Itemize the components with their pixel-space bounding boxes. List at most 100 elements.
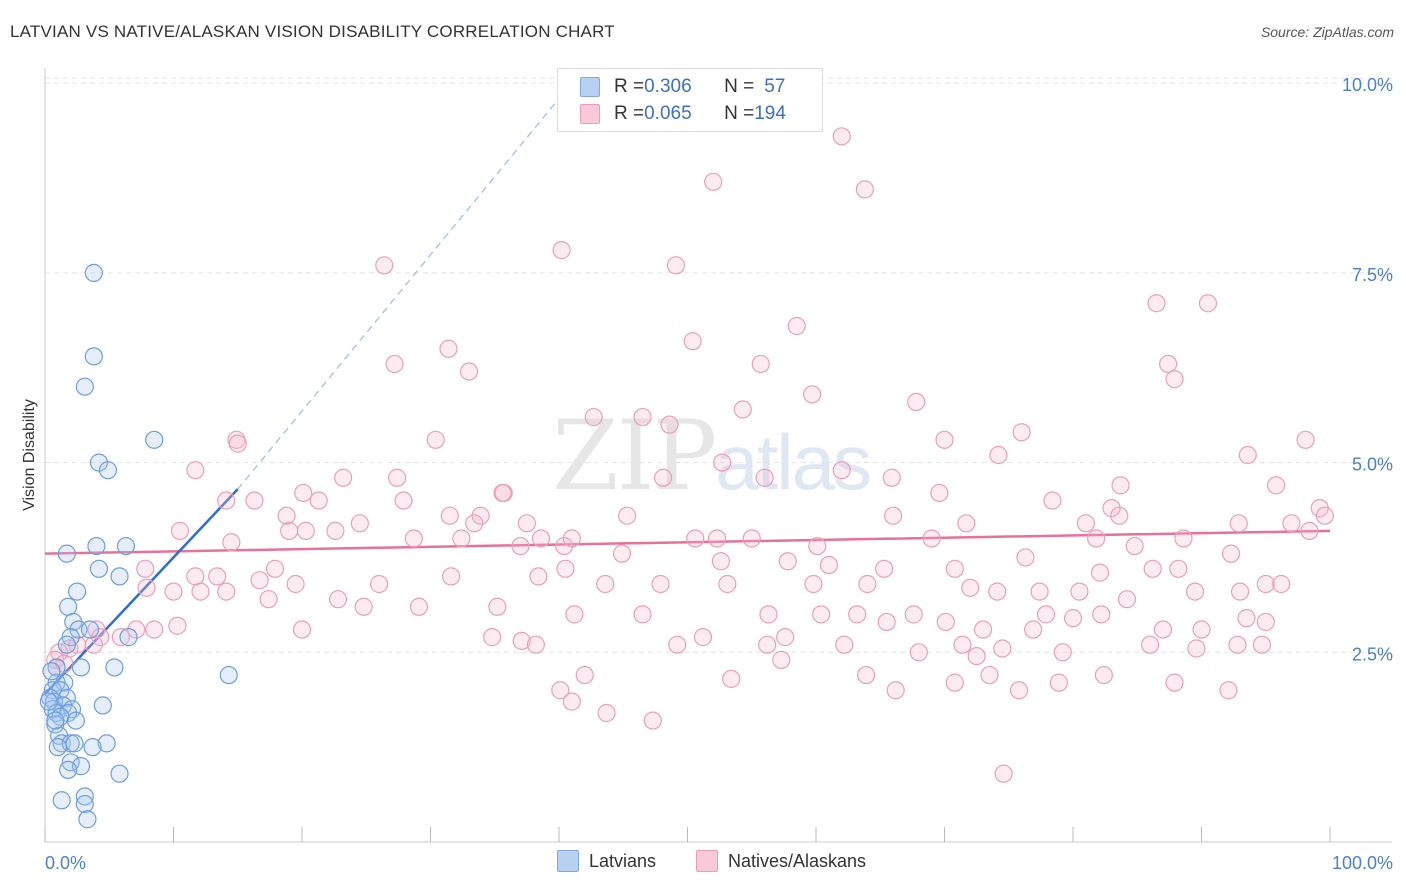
natives-point	[136, 559, 155, 578]
latvians-point	[65, 734, 84, 753]
natives-point	[280, 521, 299, 540]
natives-point	[387, 468, 407, 487]
legend-n-value: 57	[764, 76, 786, 97]
natives-point	[111, 628, 130, 647]
source-label: Source: ZipAtlas.com	[1260, 24, 1394, 40]
latvians-point	[84, 263, 103, 282]
natives-point	[1125, 536, 1144, 556]
natives-point	[1221, 544, 1241, 563]
natives-point	[309, 491, 328, 510]
natives-point	[170, 521, 190, 540]
latvians-point	[68, 582, 87, 601]
bottom-legend-latvians[interactable]: Latvians	[557, 850, 656, 872]
latvians-point	[51, 681, 70, 700]
natives-point	[84, 635, 103, 654]
y-tick-label: 5.0%	[1352, 455, 1393, 475]
natives-point	[596, 574, 615, 594]
latvians-point	[98, 461, 118, 480]
latvians-point	[59, 597, 78, 616]
natives-point	[1087, 529, 1106, 548]
natives-point	[904, 605, 923, 624]
natives-point	[1140, 635, 1160, 654]
natives-point	[350, 514, 369, 533]
natives-point	[452, 529, 471, 548]
legend-r-value: 0.306	[644, 76, 692, 97]
bottom-legend-natives[interactable]: Natives/Alaskans	[696, 850, 866, 872]
natives-point	[292, 620, 312, 639]
natives-point	[922, 529, 941, 548]
latvians-point	[78, 810, 97, 829]
latvians-point	[145, 430, 164, 449]
natives-point	[875, 559, 894, 578]
natives-point	[967, 646, 986, 666]
natives-point	[803, 385, 822, 404]
natives-point	[1296, 430, 1315, 449]
bottom-swatch-latvians	[557, 850, 579, 872]
natives-point	[1147, 294, 1166, 313]
natives-point	[668, 635, 687, 654]
natives-point	[1315, 506, 1334, 525]
natives-point	[742, 529, 761, 548]
latvians-point	[80, 620, 100, 639]
natives-point	[277, 506, 296, 525]
latvians-point	[75, 794, 94, 814]
natives-point	[426, 430, 445, 449]
natives-point	[957, 514, 976, 533]
natives-point	[1117, 590, 1137, 609]
natives-point	[296, 521, 315, 540]
natives-point	[907, 392, 926, 411]
natives-point	[1102, 499, 1121, 518]
natives-point	[612, 544, 632, 563]
correlation-legend: R = 0.306 N = 57 R = 0.065 N = 194	[557, 68, 823, 132]
natives-point	[772, 650, 791, 669]
natives-point	[808, 536, 827, 556]
natives-point	[804, 574, 823, 594]
latvians-point	[93, 696, 112, 715]
natives-point	[1063, 609, 1083, 628]
natives-point	[953, 635, 972, 654]
natives-point	[168, 616, 187, 635]
natives-point	[441, 567, 461, 586]
natives-point	[1238, 445, 1257, 465]
natives-point	[440, 506, 459, 525]
natives-point	[1256, 574, 1275, 594]
natives-point	[945, 673, 964, 692]
natives-point	[945, 559, 964, 578]
natives-point	[1111, 476, 1130, 495]
latvians-point	[119, 628, 138, 647]
latvians-points	[39, 263, 238, 829]
natives-point	[711, 552, 731, 571]
natives-point	[930, 483, 949, 503]
latvians-point	[219, 665, 238, 685]
natives-point	[145, 620, 164, 639]
tick-labels: 2.5% 5.0% 7.5% 10.0% 0.0% 100.0%	[45, 75, 1393, 873]
natives-point	[618, 506, 637, 525]
legend-row-latvians: R = 0.306 N = 57	[580, 75, 785, 99]
natives-point	[375, 256, 394, 275]
y-tick-label: 10.0%	[1342, 75, 1393, 95]
natives-point	[633, 605, 652, 624]
natives-point	[1228, 635, 1247, 654]
y-tick-label: 7.5%	[1352, 265, 1393, 285]
natives-point	[228, 434, 247, 453]
natives-point	[439, 339, 458, 358]
natives-point	[643, 711, 662, 730]
bottom-legend-label: Natives/Alaskans	[728, 850, 867, 871]
natives-point	[137, 578, 156, 597]
latvians-trend-extension	[237, 90, 566, 490]
natives-point	[512, 631, 531, 651]
latvians-point	[87, 536, 106, 556]
latvians-point	[52, 791, 71, 810]
natives-point	[693, 628, 713, 647]
natives-point	[989, 445, 1008, 465]
natives-point	[526, 635, 545, 654]
natives-point	[1092, 605, 1111, 624]
natives-point	[186, 461, 205, 480]
natives-point	[1024, 620, 1043, 639]
y-axis-title: Vision Disability	[21, 399, 38, 511]
natives-point	[758, 635, 777, 654]
natives-point	[704, 172, 723, 191]
natives-point	[294, 483, 313, 503]
chart-title: LATVIAN VS NATIVE/ALASKAN VISION DISABIL…	[10, 22, 615, 41]
